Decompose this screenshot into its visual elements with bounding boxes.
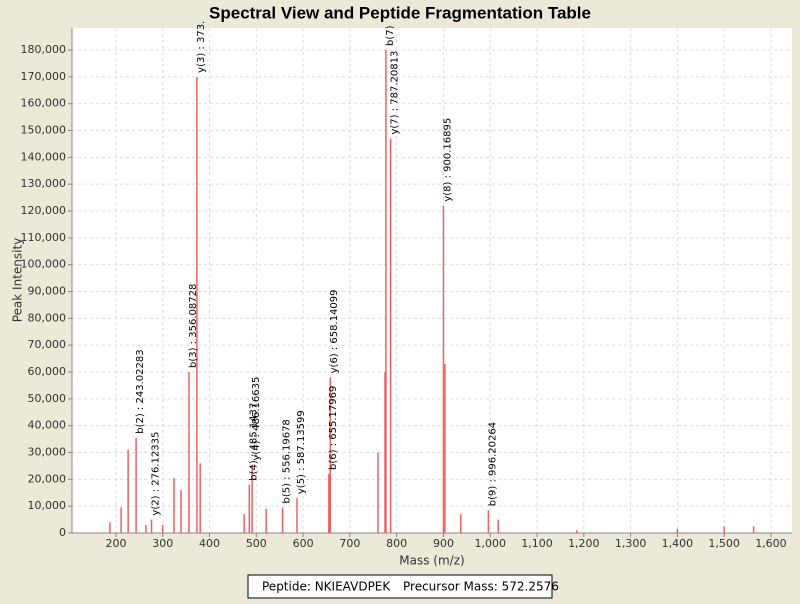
peak-annotation: b(4) : 485.1437 [248, 403, 259, 481]
y-tick-label: 140,000 [21, 150, 67, 163]
precursor-mass: Precursor Mass: 572.2576 [403, 580, 559, 594]
x-tick-label: 700 [339, 537, 360, 550]
x-tick-label: 1,600 [755, 537, 787, 550]
y-tick-label: 10,000 [28, 499, 67, 512]
y-tick-label: 120,000 [21, 204, 67, 217]
x-tick-label: 300 [152, 537, 173, 550]
x-tick-label: 600 [293, 537, 314, 550]
peak-annotation: y(4) : 486.16635 [251, 377, 262, 461]
y-tick-label: 130,000 [21, 177, 67, 190]
peak-annotation: y(3) : 373. [196, 21, 207, 73]
y-tick-label: 150,000 [21, 124, 67, 137]
x-tick-label: 1,100 [521, 537, 553, 550]
peak-annotation: b(9) : 996.20264 [487, 422, 498, 506]
peak-annotation: y(7) : 787.20813 [390, 51, 401, 135]
chart-title: Spectral View and Peptide Fragmentation … [209, 3, 591, 22]
peak-annotation: b(7) [385, 25, 396, 46]
peak-annotation: b(6) : 655.17969 [328, 386, 339, 470]
y-tick-label: 0 [59, 526, 66, 539]
y-tick-label: 40,000 [28, 419, 67, 432]
x-tick-label: 1,400 [662, 537, 694, 550]
peak-annotation: b(5) : 556.19678 [282, 419, 293, 503]
y-tick-label: 30,000 [28, 446, 67, 459]
x-tick-label: 400 [199, 537, 220, 550]
y-axis-label: Peak Intensity [11, 238, 25, 323]
y-tick-label: 100,000 [21, 258, 67, 271]
y-tick-label: 60,000 [28, 365, 67, 378]
peak-annotation: y(5) : 587.13599 [296, 410, 307, 494]
y-tick-label: 50,000 [28, 392, 67, 405]
x-tick-label: 900 [433, 537, 454, 550]
peak-annotation: y(2) : 276.12335 [151, 432, 162, 516]
y-tick-label: 80,000 [28, 311, 67, 324]
peak-annotation: b(3) : 356.08728 [188, 284, 199, 368]
x-tick-label: 1,300 [615, 537, 647, 550]
peptide: Peptide: NKIEAVDPEK [262, 580, 391, 594]
peak-annotation: b(2) : 243.02283 [135, 349, 146, 433]
x-tick-label: 1,500 [708, 537, 740, 550]
x-tick-label: 800 [386, 537, 407, 550]
y-tick-label: 90,000 [28, 285, 67, 298]
x-axis-label: Mass (m/z) [399, 554, 464, 568]
y-tick-label: 160,000 [21, 97, 67, 110]
peak-annotation: y(8) : 900.16895 [442, 118, 453, 202]
y-tick-label: 110,000 [21, 231, 67, 244]
y-tick-label: 20,000 [28, 472, 67, 485]
x-tick-label: 500 [246, 537, 267, 550]
x-tick-label: 1,000 [474, 537, 506, 550]
x-tick-label: 1,200 [568, 537, 600, 550]
x-tick-label: 200 [105, 537, 126, 550]
y-tick-label: 180,000 [21, 43, 67, 56]
plot-area [72, 28, 792, 533]
peak-annotation: y(6) : 658.14099 [329, 289, 340, 373]
footer-box [247, 574, 553, 599]
y-tick-label: 70,000 [28, 338, 67, 351]
y-tick-label: 170,000 [21, 70, 67, 83]
